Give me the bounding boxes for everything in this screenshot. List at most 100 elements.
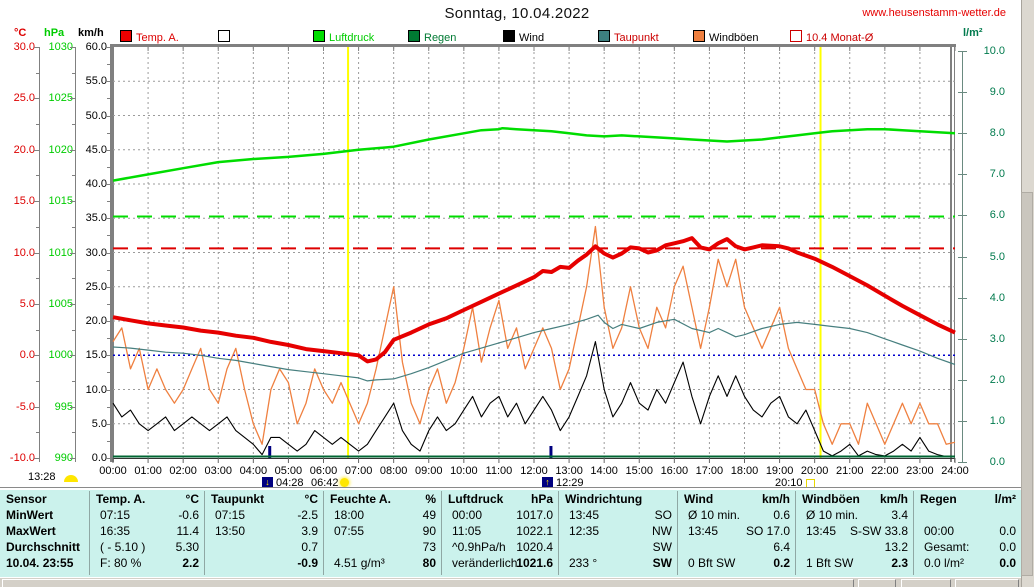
x-axis-label: 06:00 <box>309 465 338 477</box>
x-axis-label: 02:00 <box>169 465 197 477</box>
temp-axis-minor-tick <box>36 432 39 434</box>
wind-axis-minor-tick <box>107 372 110 374</box>
table-cell-value: 6.4 <box>773 540 790 554</box>
y-label-rain: 3.0 <box>989 332 1005 345</box>
pressure-axis-tick <box>70 47 75 48</box>
x-axis-label: 10:00 <box>450 465 478 477</box>
y-label-wind: 20.0 <box>85 315 107 327</box>
scrollbar-thumb[interactable] <box>1021 192 1033 576</box>
table-separator <box>204 491 205 575</box>
table-cell-time: 0 Bft SW <box>688 556 736 570</box>
page-title: Sonntag, 10.04.2022 <box>444 5 590 22</box>
y-label-pressure: 1030 <box>48 41 73 53</box>
table-cell-time: 07:55 <box>334 524 365 538</box>
y-label-wind: 35.0 <box>85 212 107 225</box>
legend-swatch <box>218 30 230 42</box>
wind-axis-minor-tick <box>107 201 110 203</box>
wind-axis-minor-tick <box>107 338 110 340</box>
wind-axis-minor-tick <box>107 132 110 134</box>
sunrise-time: 06:42 <box>311 477 339 489</box>
plot-border-right <box>950 44 952 462</box>
table-cell-value: 73 <box>422 540 436 554</box>
x-axis-label: 01:00 <box>134 465 162 477</box>
y-label-pressure: 990 <box>54 452 73 464</box>
table-cell-value: 90 <box>422 524 436 538</box>
legend-swatch <box>790 30 802 42</box>
wind-axis-tick <box>105 321 110 322</box>
pressure-axis-tick <box>70 355 75 357</box>
pressure-axis-tick <box>70 149 75 151</box>
x-axis-label: 14:00 <box>590 465 618 477</box>
table-cell-time: 07:15 <box>100 508 131 522</box>
moonrise-time: 12:29 <box>556 477 584 489</box>
y-label-rain: 5.0 <box>989 250 1005 263</box>
y-label-rain: 2.0 <box>989 373 1005 386</box>
x-axis-label: 23:00 <box>906 465 934 477</box>
table-divider <box>0 487 1034 488</box>
temp-axis-tick <box>34 303 39 305</box>
wind-axis-tick <box>105 184 110 185</box>
x-axis-label: 08:00 <box>379 465 408 477</box>
y-label-temp: -5.0 <box>16 400 35 413</box>
rain-axis-tick <box>958 174 967 176</box>
plot-border-top <box>113 44 956 47</box>
table-header-name: Wind <box>684 492 714 506</box>
table-row-label: Durchschnitt <box>6 540 81 554</box>
table-cell-value: 80 <box>422 556 436 570</box>
status-pane <box>2 579 854 587</box>
moon-info-time: 13:28 <box>28 471 56 483</box>
table-header-name: Windböen <box>802 492 860 506</box>
temp-axis-minor-tick <box>36 175 39 177</box>
legend-item-wind: Wind <box>503 30 544 44</box>
temp-axis-minor-tick <box>36 380 39 382</box>
table-cell-value: 0.0 <box>999 556 1016 570</box>
rain-axis-tick <box>958 297 967 299</box>
legend-swatch <box>693 30 705 42</box>
table-cell-value: 11.4 <box>176 524 199 538</box>
website-link[interactable]: www.heusenstamm-wetter.de <box>862 7 1006 19</box>
temp-axis-tick <box>34 355 39 357</box>
x-axis-label: 05:00 <box>274 465 303 477</box>
table-header-unit: hPa <box>530 492 553 506</box>
table-cell-value: -0.9 <box>297 556 318 570</box>
table-cell-value: 0.0 <box>999 540 1016 554</box>
pressure-axis-minor-tick <box>72 278 75 280</box>
temp-axis-minor-tick <box>36 124 39 126</box>
y-label-wind: 40.0 <box>85 178 107 190</box>
legend-label: Temp. A. <box>136 32 179 44</box>
series-taupunkt <box>112 314 956 382</box>
moon-phase-icon <box>64 475 78 482</box>
table-cell-value: SO <box>654 508 672 522</box>
table-cell-time: 13:45 <box>569 508 600 522</box>
temp-axis-minor-tick <box>36 72 39 74</box>
pressure-axis-minor-tick <box>72 175 75 177</box>
x-axis-label: 13:00 <box>555 465 583 477</box>
table-header-unit: km/h <box>879 492 908 506</box>
y-label-temp: -10.0 <box>9 452 35 464</box>
moonset-icon: ↓ <box>262 477 273 488</box>
legend-swatch <box>598 30 610 42</box>
status-pane <box>858 579 896 587</box>
x-axis-label: 22:00 <box>871 465 899 477</box>
y-label-pressure: 1015 <box>48 195 73 208</box>
table-divider-highlight <box>0 488 1034 489</box>
wind-axis-minor-tick <box>107 303 110 305</box>
table-cell-value: 0.2 <box>773 556 790 570</box>
table-separator <box>89 491 90 575</box>
temp-axis-tick <box>34 458 39 459</box>
status-pane <box>901 579 951 587</box>
vertical-scrollbar[interactable] <box>1021 0 1034 587</box>
x-axis-label: 07:00 <box>344 465 373 477</box>
moonset-time: 04:28 <box>276 477 304 489</box>
x-axis-label: 03:00 <box>204 465 233 477</box>
table-cell-time: 16:35 <box>100 524 131 538</box>
y-label-rain: 4.0 <box>989 291 1005 304</box>
table-cell-time: 1 Bft SW <box>806 556 854 570</box>
table-cell-value: 13.2 <box>884 540 908 554</box>
table-cell-time: 00:00 <box>452 508 483 522</box>
pressure-axis-tick <box>70 406 75 408</box>
rain-axis-tick <box>958 256 967 258</box>
y-label-temp: 5.0 <box>19 297 35 310</box>
series-windboeen <box>112 225 956 445</box>
wind-axis-tick <box>105 115 110 117</box>
